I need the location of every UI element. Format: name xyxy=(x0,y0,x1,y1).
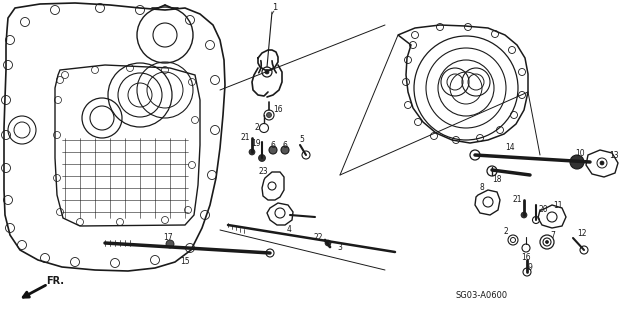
Text: 2: 2 xyxy=(255,123,259,132)
Text: 12: 12 xyxy=(577,229,587,239)
Text: 16: 16 xyxy=(273,106,283,115)
Text: 13: 13 xyxy=(609,151,619,160)
Text: 10: 10 xyxy=(575,150,585,159)
Circle shape xyxy=(259,154,266,161)
Text: 6: 6 xyxy=(283,140,287,150)
Text: 19: 19 xyxy=(251,138,261,147)
Text: 20: 20 xyxy=(538,205,548,214)
Text: 3: 3 xyxy=(337,243,342,253)
Circle shape xyxy=(266,113,271,117)
Text: 11: 11 xyxy=(553,201,563,210)
Circle shape xyxy=(600,161,604,165)
Circle shape xyxy=(570,155,584,169)
Text: 8: 8 xyxy=(479,183,484,192)
Text: 15: 15 xyxy=(180,257,190,266)
Text: 18: 18 xyxy=(492,175,502,184)
Text: 6: 6 xyxy=(271,140,275,150)
Circle shape xyxy=(325,240,331,246)
Circle shape xyxy=(265,70,269,74)
Circle shape xyxy=(166,240,174,248)
Text: 1: 1 xyxy=(273,4,278,12)
Text: 9: 9 xyxy=(527,263,532,272)
Circle shape xyxy=(545,241,548,243)
Circle shape xyxy=(269,146,277,154)
Circle shape xyxy=(521,212,527,218)
Text: 14: 14 xyxy=(505,144,515,152)
Circle shape xyxy=(249,149,255,155)
Text: 17: 17 xyxy=(163,233,173,241)
Text: 21: 21 xyxy=(512,196,522,204)
Text: 7: 7 xyxy=(550,231,556,240)
Text: 21: 21 xyxy=(240,132,250,142)
Text: 23: 23 xyxy=(258,167,268,176)
Text: 2: 2 xyxy=(504,227,508,236)
Text: 4: 4 xyxy=(287,226,291,234)
Text: 22: 22 xyxy=(313,233,323,241)
Text: SG03-A0600: SG03-A0600 xyxy=(455,291,507,300)
Text: 16: 16 xyxy=(521,254,531,263)
Circle shape xyxy=(281,146,289,154)
Text: FR.: FR. xyxy=(46,276,64,286)
Text: 5: 5 xyxy=(300,136,305,145)
